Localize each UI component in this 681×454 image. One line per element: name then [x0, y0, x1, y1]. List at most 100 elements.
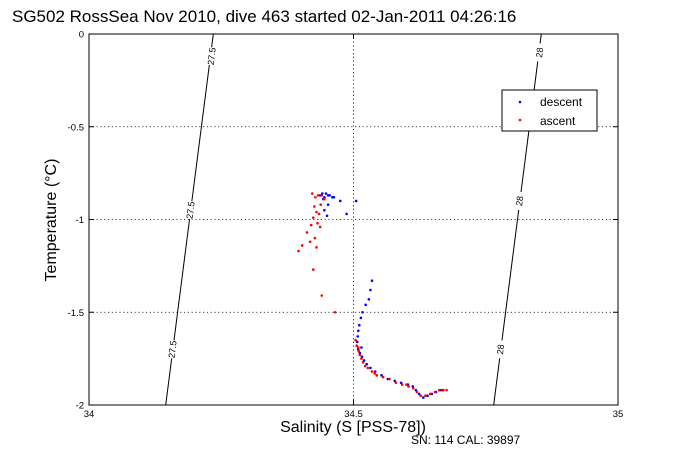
data-point-descent [417, 392, 421, 396]
data-point-ascent [373, 372, 376, 375]
legend-marker-descent [518, 100, 522, 104]
data-point-descent [325, 214, 329, 218]
data-point-ascent [316, 221, 319, 225]
data-point-ascent [305, 231, 309, 234]
y-tick-label: -0.5 [68, 122, 84, 133]
data-point-descent [359, 316, 363, 320]
data-point-descent [426, 394, 429, 398]
data-point-descent [345, 212, 348, 216]
data-point-ascent [311, 216, 315, 219]
data-point-ascent [315, 246, 318, 249]
data-point-descent [370, 279, 374, 283]
data-point-ascent [311, 268, 315, 271]
legend-label-descent: descent [540, 95, 583, 109]
data-point-ascent [363, 364, 367, 368]
data-point-ascent [310, 192, 314, 195]
isopycnal-label-group: 28 [513, 191, 526, 211]
data-point-ascent [358, 353, 362, 357]
isopycnal-label: 27.5 [167, 340, 179, 359]
data-point-descent [323, 208, 326, 212]
data-points [297, 192, 448, 399]
data-point-ascent [366, 366, 370, 370]
data-point-ascent [437, 388, 441, 392]
isopycnal-label-background [513, 191, 526, 211]
data-point-ascent [415, 390, 419, 394]
isopycnal-label-background [184, 200, 197, 220]
data-point-descent [326, 203, 330, 206]
data-point-ascent [354, 338, 357, 342]
data-point-ascent [357, 349, 361, 353]
isopycnal-label-group: 27.5 [166, 339, 179, 359]
y-tick-label: -1 [76, 215, 84, 226]
isopycnal-label-group: 28 [533, 42, 546, 63]
data-point-ascent [314, 195, 317, 199]
axis-ticks: 34 34.5 35 0 -0.5 -1 -1.5 -2 [68, 30, 624, 421]
data-point-ascent [381, 375, 385, 379]
data-point-ascent [375, 374, 379, 377]
data-point-descent [422, 396, 425, 399]
x-tick-label: 35 [613, 409, 624, 420]
isopycnal-label-group: 27.5 [205, 46, 218, 66]
data-point-ascent [394, 381, 398, 385]
y-axis-label: Temperature (°C) [43, 159, 60, 282]
data-point-ascent [388, 377, 391, 381]
chart-title: SG502 RossSea Nov 2010, dive 463 started… [12, 7, 516, 26]
data-point-ascent [316, 194, 320, 197]
data-point-ascent [319, 203, 323, 206]
data-point-ascent [320, 294, 324, 297]
data-point-ascent [323, 197, 326, 201]
data-point-ascent [297, 249, 300, 253]
data-point-ascent [424, 394, 427, 398]
data-point-descent [356, 335, 360, 338]
isopycnal-lines: 27.5 27.5 27.5 28 28 28 [165, 33, 546, 406]
x-tick-label: 34 [84, 409, 95, 420]
isopycnal-label-background [494, 339, 507, 359]
data-point-ascent [428, 392, 432, 396]
isopycnal-label-group: 27.5 [184, 200, 197, 220]
data-point-ascent [313, 236, 317, 240]
data-point-ascent [411, 387, 415, 390]
data-point-ascent [407, 385, 410, 388]
data-point-descent [369, 366, 372, 370]
legend: descent ascent [501, 89, 598, 132]
data-point-ascent [370, 370, 374, 373]
data-point-descent [380, 374, 383, 377]
y-tick-label: 0 [79, 30, 84, 41]
data-point-ascent [405, 383, 408, 386]
data-point-ascent [318, 225, 322, 229]
isopycnal-label: 28 [534, 47, 545, 58]
data-point-descent [356, 329, 360, 333]
data-point-ascent [445, 388, 448, 392]
data-point-ascent [419, 394, 422, 398]
data-point-ascent [315, 210, 318, 214]
isopycnal-label: 27.5 [184, 201, 196, 220]
data-point-ascent [317, 212, 321, 216]
data-point-descent [358, 323, 361, 327]
data-point-descent [354, 199, 358, 203]
data-point-ascent [442, 388, 445, 392]
data-point-ascent [433, 390, 437, 394]
data-point-ascent [308, 240, 312, 244]
y-tick-label: -2 [76, 401, 84, 412]
data-point-descent [355, 340, 359, 344]
data-point-ascent [309, 223, 313, 227]
isopycnal-label: 28 [514, 195, 525, 206]
data-point-descent [360, 346, 363, 349]
data-point-ascent [361, 361, 365, 364]
data-point-ascent [356, 346, 360, 349]
isopycnal-label-group: 28 [494, 339, 507, 359]
legend-marker-ascent [518, 118, 522, 122]
data-point-descent [324, 192, 328, 195]
data-point-descent [369, 288, 372, 292]
legend-label-ascent: ascent [540, 114, 576, 128]
isopycnal-label-background [205, 46, 218, 66]
data-point-ascent [360, 357, 363, 360]
isopycnal-label-background [533, 42, 546, 63]
data-point-descent [328, 194, 331, 197]
data-point-ascent [300, 244, 304, 247]
isopycnal-label-background [166, 339, 179, 359]
y-tick-label: -1.5 [68, 308, 84, 319]
data-point-ascent [313, 205, 316, 208]
data-point-ascent [320, 194, 324, 197]
